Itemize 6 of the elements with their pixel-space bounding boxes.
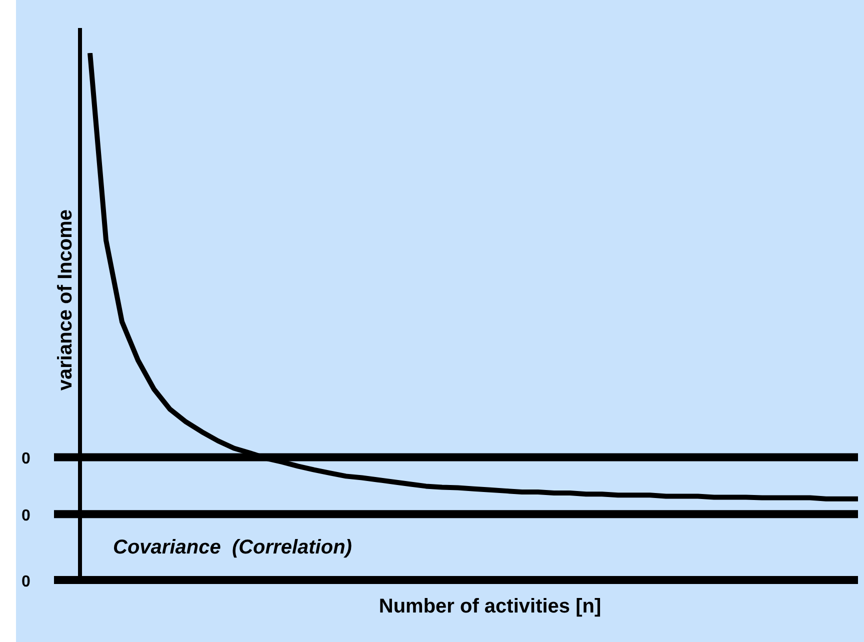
y-axis-title: variance of Income	[54, 209, 77, 391]
x-axis-title: Number of activities [n]	[378, 596, 602, 618]
annotation: Covariance (Correlation)	[113, 536, 352, 559]
ref-line-label: 0	[22, 508, 31, 525]
ref-line-label: 0	[22, 573, 31, 590]
ref-line-label: 0	[22, 450, 31, 468]
